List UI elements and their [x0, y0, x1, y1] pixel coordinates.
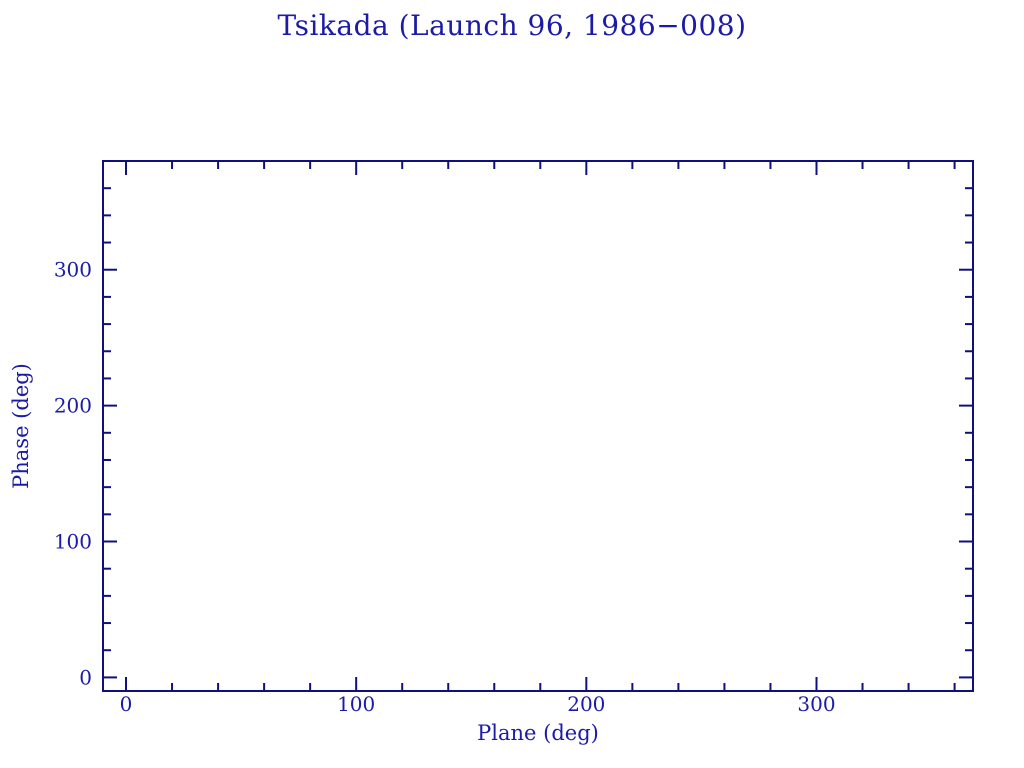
- x-tick-label: 200: [567, 692, 605, 716]
- y-tick-label: 300: [54, 258, 92, 282]
- x-tick-label: 300: [797, 692, 835, 716]
- y-tick-label: 0: [79, 665, 92, 689]
- y-tick-label: 100: [54, 530, 92, 554]
- x-tick-label: 0: [120, 692, 133, 716]
- y-tick-label: 200: [54, 394, 92, 418]
- chart-title: Tsikada (Launch 96, 1986−008): [277, 9, 747, 42]
- x-tick-label: 100: [337, 692, 375, 716]
- y-axis-label: Phase (deg): [9, 363, 33, 489]
- plot-border: [102, 160, 974, 692]
- x-axis-label: Plane (deg): [477, 721, 599, 745]
